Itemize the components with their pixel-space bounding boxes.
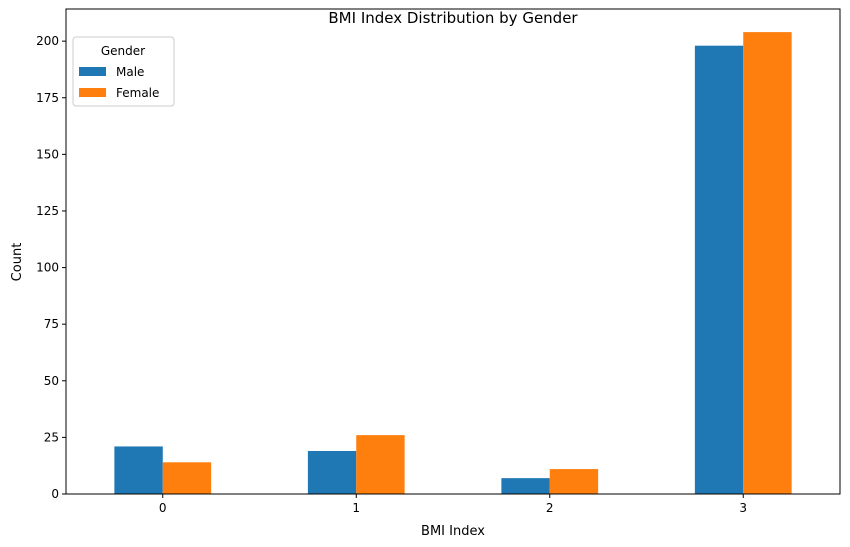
y-tick-label: 175 bbox=[36, 91, 59, 105]
bar-male-0 bbox=[114, 446, 163, 494]
y-tick-label: 25 bbox=[44, 430, 59, 444]
bar-male-3 bbox=[694, 45, 744, 495]
legend-title: Gender bbox=[101, 44, 145, 58]
y-tick-label: 125 bbox=[36, 204, 59, 218]
chart-title: BMI Index Distribution by Gender bbox=[328, 9, 578, 27]
bar-female-2 bbox=[549, 469, 599, 494]
y-tick-label: 100 bbox=[36, 261, 59, 275]
legend-swatch-female bbox=[79, 88, 106, 97]
bar-male-2 bbox=[501, 478, 550, 494]
plot-area-frame bbox=[65, 8, 841, 495]
x-tick-label: 3 bbox=[739, 501, 747, 515]
y-tick-label: 75 bbox=[44, 317, 59, 331]
bar-male-1 bbox=[307, 450, 357, 494]
bars-group bbox=[114, 32, 792, 495]
legend-swatch-male bbox=[79, 67, 106, 76]
bar-female-1 bbox=[356, 435, 405, 494]
y-axis-label: Count bbox=[10, 243, 25, 282]
x-tick-label: 1 bbox=[352, 501, 360, 515]
y-tick-label: 200 bbox=[36, 34, 59, 48]
x-tick-label: 2 bbox=[546, 501, 554, 515]
bar-female-3 bbox=[743, 32, 792, 494]
x-axis-label: BMI Index bbox=[421, 524, 485, 539]
y-tick-label: 150 bbox=[36, 147, 59, 161]
y-axis-ticks: 0 25 50 75 100 125 150 175 200 bbox=[36, 34, 66, 501]
x-axis-ticks: 0 1 2 3 bbox=[159, 494, 747, 515]
legend-label-male: Male bbox=[116, 65, 144, 79]
y-tick-label: 50 bbox=[44, 374, 59, 388]
bar-female-0 bbox=[162, 462, 212, 494]
legend: Gender Male Female bbox=[72, 36, 175, 107]
legend-label-female: Female bbox=[116, 86, 159, 100]
x-tick-label: 0 bbox=[159, 501, 167, 515]
y-tick-label: 0 bbox=[51, 487, 59, 501]
